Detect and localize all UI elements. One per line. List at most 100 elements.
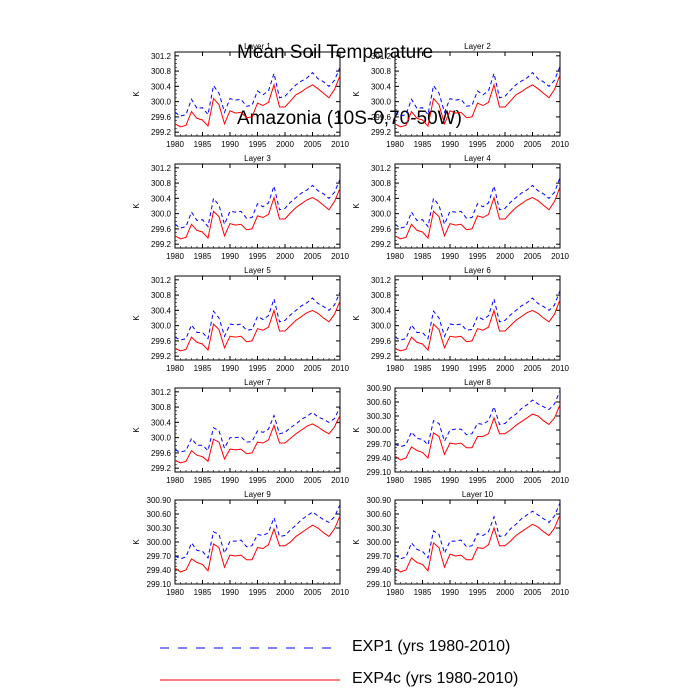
y-tick-label: 300.0 [151,210,172,219]
y-tick-label: 300.4 [151,418,172,427]
y-tick-label: 300.8 [151,67,172,76]
plot-frame [174,163,341,249]
x-tick-label: 1985 [414,140,432,149]
x-tick-label: 1985 [194,364,212,373]
plot-frame [394,387,561,473]
series-line-exp4c [174,75,341,128]
y-tick-label: 300.0 [371,98,392,107]
y-tick-label: 301.2 [371,52,392,61]
y-tick-label: 300.4 [151,194,172,203]
x-tick-label: 2005 [524,476,542,485]
y-axis-label: K [352,91,361,97]
y-tick-label: 299.6 [371,225,392,234]
x-tick-label: 1990 [221,252,239,261]
y-tick-label: 299.70 [367,552,392,561]
series-line-exp1 [394,177,561,229]
panel-layer-7: Layer 7 K 299.2 299.6 300.0 300.4 300.8 301.2 19… [132,378,349,485]
y-tick-label: 300.0 [151,322,172,331]
plot-frame [394,275,561,361]
x-tick-label: 2000 [276,476,294,485]
y-tick-label: 299.6 [371,113,392,122]
panel-layer-1: Layer 1 K 299.2 299.6 300.0 300.4 300.8 301.2 19… [132,42,349,149]
y-tick-label: 299.2 [371,352,392,361]
panel-title: Layer 10 [462,490,494,499]
y-tick-label: 300.30 [367,524,392,533]
x-tick-label: 2010 [551,140,569,149]
x-tick-label: 2005 [304,588,322,597]
series-line-exp1 [174,291,341,341]
x-tick-label: 2005 [524,588,542,597]
x-tick-label: 1980 [386,140,404,149]
x-tick-label: 1980 [386,476,404,485]
legend-label-exp1: EXP1 (yrs 1980-2010) [352,638,511,655]
x-tick-label: 2000 [276,588,294,597]
x-tick-label: 2010 [331,252,349,261]
series-line-exp1 [394,290,561,341]
y-tick-label: 299.40 [147,566,172,575]
x-tick-label: 1985 [194,140,212,149]
x-tick-label: 2010 [331,588,349,597]
plot-frame [174,275,341,361]
y-tick-label: 299.2 [151,128,172,137]
x-tick-label: 1990 [221,588,239,597]
panel-title: Layer 8 [464,378,491,387]
series-line-exp4c [174,515,341,573]
legend-label-exp4c: EXP4c (yrs 1980-2010) [352,670,519,687]
y-axis-label: K [352,315,361,321]
x-tick-label: 1990 [441,588,459,597]
x-tick-label: 1990 [221,476,239,485]
panel-layer-2: Layer 2 K 299.2 299.6 300.0 300.4 300.8 301.2 19… [352,42,569,149]
panel-title: Layer 1 [244,42,271,51]
y-tick-label: 301.2 [151,388,172,397]
y-tick-label: 300.60 [367,510,392,519]
y-tick-label: 299.10 [147,580,172,589]
y-tick-label: 299.10 [367,580,392,589]
x-tick-label: 1995 [249,140,267,149]
y-tick-label: 300.4 [371,82,392,91]
series-line-exp4c [174,188,341,240]
panel-layer-5: Layer 5 K 299.2 299.6 300.0 300.4 300.8 301.2 19… [132,266,349,373]
y-axis-label: K [132,315,141,321]
x-tick-label: 2010 [331,140,349,149]
plot-frame [174,499,341,585]
x-tick-label: 2010 [551,588,569,597]
x-tick-label: 1980 [386,364,404,373]
plot-frame [394,163,561,249]
y-axis-label: K [352,427,361,433]
x-tick-label: 1985 [414,252,432,261]
y-tick-label: 299.2 [371,128,392,137]
plot-frame [174,387,341,473]
x-tick-label: 1995 [469,140,487,149]
y-tick-label: 301.2 [151,52,172,61]
legend-lines [160,647,340,681]
series-line-exp1 [394,390,561,448]
x-tick-label: 1985 [194,252,212,261]
x-tick-label: 1985 [414,588,432,597]
y-tick-label: 300.8 [151,403,172,412]
series-line-exp4c [394,186,561,240]
x-tick-label: 2000 [276,140,294,149]
y-tick-label: 299.40 [367,454,392,463]
x-tick-label: 2005 [524,140,542,149]
x-tick-label: 1980 [166,252,184,261]
y-tick-label: 300.8 [151,179,172,188]
y-tick-label: 300.30 [147,524,172,533]
x-tick-label: 1995 [469,364,487,373]
series-line-exp4c [394,404,561,461]
y-tick-label: 300.90 [367,384,392,393]
x-tick-label: 1995 [249,476,267,485]
y-axis-label: K [352,539,361,545]
panel-title: Layer 7 [244,378,271,387]
x-tick-label: 1985 [194,588,212,597]
y-tick-label: 299.6 [151,337,172,346]
x-tick-label: 2005 [524,364,542,373]
y-tick-label: 299.6 [151,225,172,234]
x-tick-label: 1990 [441,140,459,149]
x-tick-label: 1985 [194,476,212,485]
x-tick-label: 1985 [414,364,432,373]
y-axis-label: K [352,203,361,209]
panel-title: Layer 9 [244,490,271,499]
x-tick-label: 2000 [496,364,514,373]
y-tick-label: 299.2 [151,352,172,361]
y-tick-label: 300.4 [151,306,172,315]
